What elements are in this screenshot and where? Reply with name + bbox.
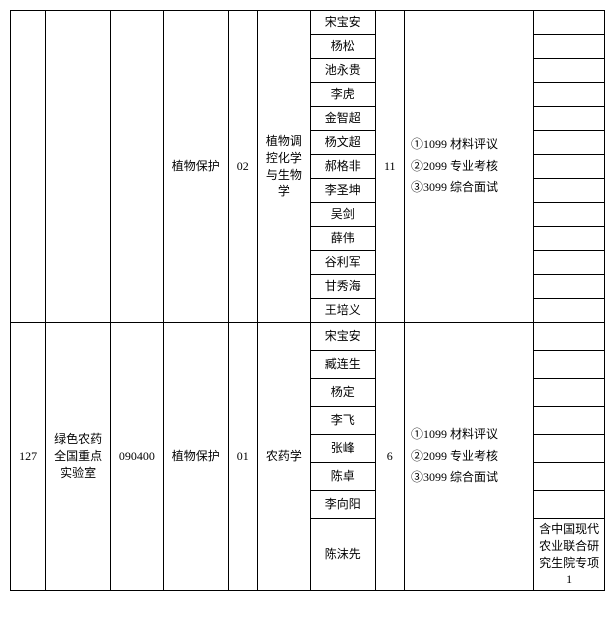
note-cell bbox=[534, 83, 605, 107]
note-cell bbox=[534, 107, 605, 131]
index-cell: 127 bbox=[11, 323, 46, 591]
major-cell: 植物保护 bbox=[163, 323, 228, 591]
dept-cell bbox=[46, 11, 111, 323]
note-cell bbox=[534, 35, 605, 59]
advisor-name: 杨定 bbox=[310, 379, 375, 407]
note-cell bbox=[534, 59, 605, 83]
note-cell bbox=[534, 379, 605, 407]
advisor-name: 金智超 bbox=[310, 107, 375, 131]
program-table: 植物保护02植物调控化学与生物学宋宝安11①1099 材料评议②2099 专业考… bbox=[10, 10, 605, 591]
note-cell bbox=[534, 491, 605, 519]
direction-cell: 植物调控化学与生物学 bbox=[257, 11, 310, 323]
exam-cell: ①1099 材料评议②2099 专业考核③3099 综合面试 bbox=[404, 323, 533, 591]
subcode-cell: 01 bbox=[228, 323, 257, 591]
note-cell bbox=[534, 407, 605, 435]
quota-cell: 11 bbox=[375, 11, 404, 323]
note-cell: 含中国现代农业联合研究生院专项1 bbox=[534, 519, 605, 591]
major-cell: 植物保护 bbox=[163, 11, 228, 323]
subcode-cell: 02 bbox=[228, 11, 257, 323]
note-cell bbox=[534, 463, 605, 491]
note-cell bbox=[534, 179, 605, 203]
note-cell bbox=[534, 351, 605, 379]
note-cell bbox=[534, 11, 605, 35]
advisor-name: 郝格非 bbox=[310, 155, 375, 179]
code1-cell: 090400 bbox=[110, 323, 163, 591]
note-cell bbox=[534, 227, 605, 251]
advisor-name: 薛伟 bbox=[310, 227, 375, 251]
note-cell bbox=[534, 251, 605, 275]
direction-cell: 农药学 bbox=[257, 323, 310, 591]
advisor-name: 陈沫先 bbox=[310, 519, 375, 591]
index-cell bbox=[11, 11, 46, 323]
dept-cell: 绿色农药全国重点实验室 bbox=[46, 323, 111, 591]
exam-cell: ①1099 材料评议②2099 专业考核③3099 综合面试 bbox=[404, 11, 533, 323]
advisor-name: 李飞 bbox=[310, 407, 375, 435]
note-cell bbox=[534, 275, 605, 299]
advisor-name: 李虎 bbox=[310, 83, 375, 107]
advisor-name: 杨文超 bbox=[310, 131, 375, 155]
advisor-name: 吴剑 bbox=[310, 203, 375, 227]
advisor-name: 池永贵 bbox=[310, 59, 375, 83]
quota-cell: 6 bbox=[375, 323, 404, 591]
advisor-name: 李向阳 bbox=[310, 491, 375, 519]
advisor-name: 陈卓 bbox=[310, 463, 375, 491]
advisor-name: 臧连生 bbox=[310, 351, 375, 379]
advisor-name: 谷利军 bbox=[310, 251, 375, 275]
advisor-name: 王培义 bbox=[310, 299, 375, 323]
advisor-name: 甘秀海 bbox=[310, 275, 375, 299]
note-cell bbox=[534, 323, 605, 351]
note-cell bbox=[534, 299, 605, 323]
advisor-name: 李圣坤 bbox=[310, 179, 375, 203]
note-cell bbox=[534, 203, 605, 227]
advisor-name: 宋宝安 bbox=[310, 11, 375, 35]
advisor-name: 张峰 bbox=[310, 435, 375, 463]
note-cell bbox=[534, 131, 605, 155]
note-cell bbox=[534, 155, 605, 179]
advisor-name: 宋宝安 bbox=[310, 323, 375, 351]
advisor-name: 杨松 bbox=[310, 35, 375, 59]
note-cell bbox=[534, 435, 605, 463]
code1-cell bbox=[110, 11, 163, 323]
